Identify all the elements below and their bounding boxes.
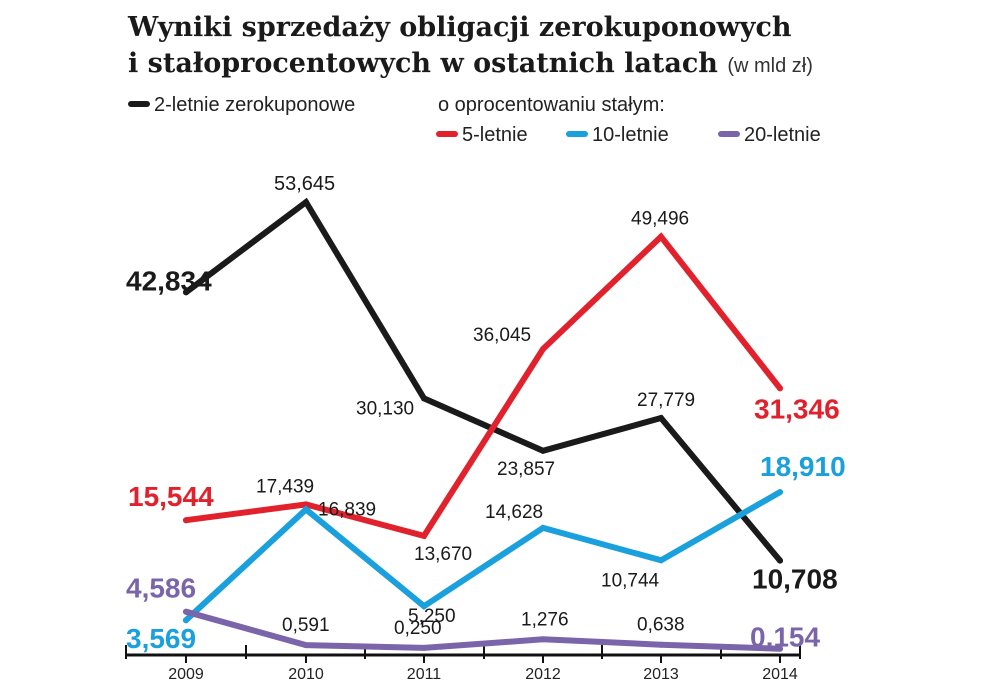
series-line-fixed20 xyxy=(183,608,783,652)
legend-group-label: o oprocentowaniu stałym: xyxy=(438,94,665,116)
data-point-zero2-2011 xyxy=(421,395,427,402)
data-point-fixed10-2012 xyxy=(540,524,546,531)
x-tick-label-2014: 2014 xyxy=(762,666,798,683)
x-tick-label-2012: 2012 xyxy=(525,666,561,683)
data-point-fixed10-2014 xyxy=(777,489,783,496)
data-label-fixed5-2009: 15,544 xyxy=(128,481,214,512)
data-label-fixed10-2012: 14,628 xyxy=(485,502,543,523)
legend-swatch-zero2 xyxy=(128,100,150,107)
legend-swatch-fixed5 xyxy=(436,130,458,137)
data-label-fixed20-2010: 0,591 xyxy=(282,615,330,636)
data-point-zero2-2009 xyxy=(183,289,189,296)
data-point-fixed20-2010 xyxy=(303,642,309,649)
legend-label-fixed10: 10-letnie xyxy=(592,124,669,146)
data-label-fixed20-2009: 4,586 xyxy=(126,573,196,604)
data-point-fixed5-2009 xyxy=(183,517,189,524)
data-label-fixed10-2014: 18,910 xyxy=(760,451,846,482)
chart-title-line1: Wyniki sprzedaży obligacji zerokuponowyc… xyxy=(128,12,792,43)
legend-label-fixed20: 20-letnie xyxy=(744,124,821,146)
data-point-fixed5-2010 xyxy=(303,501,309,508)
chart-title-line2-text: i stałoprocentowych w ostatnich latach xyxy=(128,48,718,79)
legend-item-fixed10: 10-letnie xyxy=(566,124,669,147)
data-point-fixed20-2013 xyxy=(658,641,664,648)
x-tick-label-2013: 2013 xyxy=(643,666,679,683)
data-point-fixed20-2014 xyxy=(777,645,783,652)
data-label-zero2-2013: 27,779 xyxy=(637,390,695,411)
data-label-fixed20-2012: 1,276 xyxy=(521,609,569,630)
x-tick-label-2009: 2009 xyxy=(168,666,204,683)
data-label-fixed10-2009: 3,569 xyxy=(126,623,196,654)
series-line-zero2 xyxy=(183,197,783,564)
data-label-fixed5-2010: 17,439 xyxy=(256,476,314,497)
data-point-fixed20-2012 xyxy=(540,636,546,643)
data-label-fixed5-2012: 36,045 xyxy=(473,325,531,346)
x-tick-label-2010: 2010 xyxy=(288,666,324,683)
legend-item-fixed20: 20-letnie xyxy=(718,124,821,147)
data-point-fixed10-2010 xyxy=(303,506,309,513)
data-point-zero2-2010 xyxy=(303,199,309,206)
data-point-fixed5-2012 xyxy=(540,346,546,352)
legend-swatch-fixed20 xyxy=(718,130,740,137)
data-point-fixed10-2009 xyxy=(183,617,189,624)
data-label-fixed10-2011: 5,250 xyxy=(408,606,456,627)
legend-label-zero2: 2-letnie zerokuponowe xyxy=(154,94,356,116)
data-point-fixed5-2013 xyxy=(658,233,664,240)
data-label-fixed5-2011: 13,670 xyxy=(414,544,472,565)
data-point-fixed10-2011 xyxy=(421,603,427,610)
data-point-fixed5-2014 xyxy=(777,385,783,392)
data-point-fixed20-2011 xyxy=(421,644,427,651)
data-label-fixed20-2014: 0,154 xyxy=(750,622,820,653)
data-point-zero2-2014 xyxy=(777,557,783,564)
x-tick-label-2011: 2011 xyxy=(407,666,442,683)
data-point-zero2-2013 xyxy=(658,415,664,421)
legend-item-fixed5: 5-letnie xyxy=(436,124,528,147)
data-label-fixed10-2013: 10,744 xyxy=(601,570,660,591)
data-point-fixed10-2013 xyxy=(658,557,664,564)
data-label-zero2-2012: 23,857 xyxy=(497,459,555,480)
data-label-zero2-2009: 42,834 xyxy=(126,265,212,296)
data-label-fixed10-2010: 16,839 xyxy=(318,499,376,520)
series-line-fixed10 xyxy=(183,489,783,624)
legend-swatch-fixed10 xyxy=(566,130,588,137)
legend-label-fixed5: 5-letnie xyxy=(462,124,528,146)
data-label-zero2-2014: 10,708 xyxy=(752,564,838,595)
data-label-zero2-2011: 30,130 xyxy=(356,398,414,419)
data-label-zero2-2010: 53,645 xyxy=(274,173,335,195)
data-point-fixed20-2009 xyxy=(183,608,189,615)
chart-unit: (w mld zł) xyxy=(727,55,813,77)
chart-title: Wyniki sprzedaży obligacji zerokuponowyc… xyxy=(128,10,813,84)
series-line-fixed5 xyxy=(183,232,783,540)
data-point-zero2-2012 xyxy=(540,447,546,454)
data-label-fixed5-2013: 49,496 xyxy=(631,209,689,230)
legend-item-zero2: 2-letnie zerokuponowe xyxy=(128,94,355,117)
data-point-fixed5-2011 xyxy=(421,532,427,539)
chart-title-line2: i stałoprocentowych w ostatnich latach (… xyxy=(128,46,813,84)
data-label-fixed5-2014: 31,346 xyxy=(754,393,840,424)
data-label-fixed20-2013: 0,638 xyxy=(637,615,685,636)
data-label-fixed20-2011: 0,250 xyxy=(394,618,442,639)
